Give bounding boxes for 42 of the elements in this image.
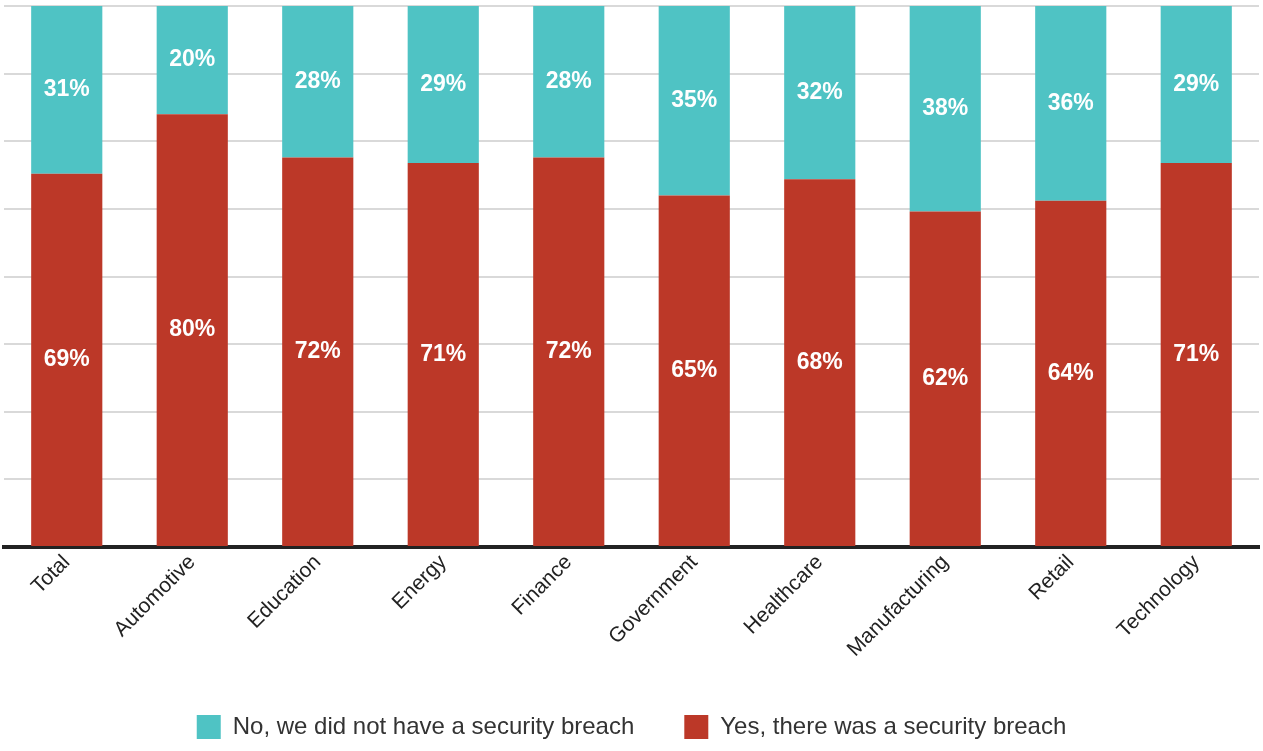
data-label: 72%: [294, 337, 341, 364]
data-label: 68%: [796, 347, 843, 374]
data-label: 80%: [169, 315, 216, 342]
bar: [533, 6, 605, 158]
data-label: 65%: [671, 356, 718, 383]
bar: [784, 6, 856, 180]
bar: [282, 6, 354, 158]
bar: [909, 211, 981, 547]
data-label: 38%: [922, 94, 969, 121]
bar: [407, 162, 479, 547]
data-label: 64%: [1047, 358, 1094, 385]
bar: [658, 6, 730, 196]
data-label: 69%: [43, 345, 90, 372]
bar: [909, 6, 981, 212]
data-label: 20%: [169, 45, 216, 72]
data-label: 71%: [420, 339, 467, 366]
data-label: 72%: [545, 337, 592, 364]
bar: [407, 6, 479, 163]
data-label: 29%: [420, 69, 467, 96]
data-label: 31%: [43, 75, 90, 102]
data-label: 28%: [294, 67, 341, 94]
data-label: 32%: [796, 77, 843, 104]
bar: [31, 173, 103, 547]
data-label: 36%: [1047, 88, 1094, 115]
data-label: 62%: [922, 364, 969, 391]
bar: [1160, 162, 1232, 547]
bar: [1035, 200, 1107, 547]
bar: [1035, 6, 1107, 201]
bar: [156, 6, 228, 115]
data-label: 35%: [671, 86, 718, 113]
data-label: 71%: [1173, 339, 1220, 366]
data-label: 28%: [545, 67, 592, 94]
bar: [533, 157, 605, 547]
bar: [282, 157, 354, 547]
bar: [658, 195, 730, 547]
data-label: 29%: [1173, 69, 1220, 96]
bar: [31, 6, 103, 174]
bar: [784, 179, 856, 547]
bar: [156, 114, 228, 547]
legend-label: Yes, there was a security breach: [720, 711, 1067, 739]
legend-label: No, we did not have a security breach: [232, 711, 635, 739]
bar: [1160, 6, 1232, 163]
